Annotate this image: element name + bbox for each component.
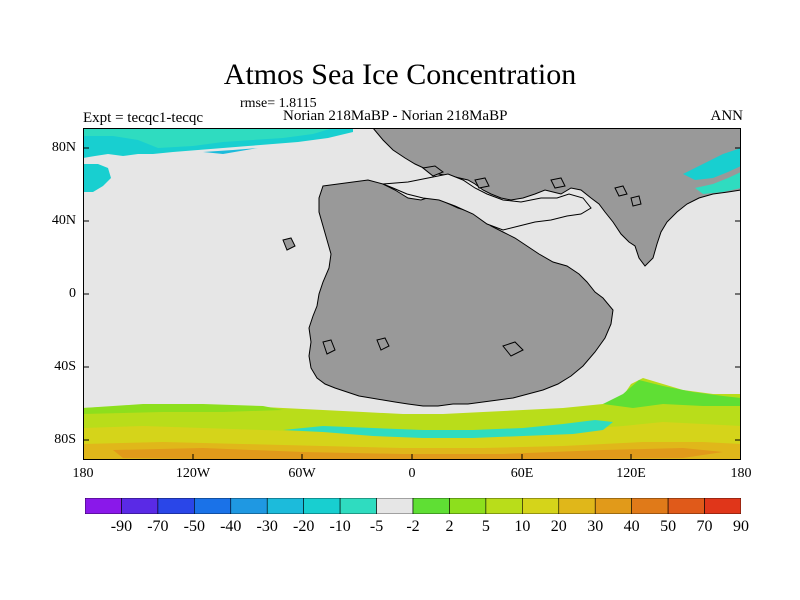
colorbar-swatch	[230, 498, 268, 514]
colorbar-label: -2	[406, 518, 420, 535]
colorbar-swatch	[412, 498, 450, 514]
colorbar-label: -5	[369, 518, 384, 535]
colorbar-label: 30	[587, 518, 604, 535]
north-anomaly-west-outer	[83, 128, 353, 158]
lon-label-120e: 120E	[616, 466, 646, 481]
north-anomaly-east-outer	[695, 172, 741, 194]
colorbar-swatch	[558, 498, 596, 514]
colorbar-label: 90	[733, 518, 749, 535]
lon-label-180w: 180	[72, 466, 94, 481]
map-frame	[83, 128, 741, 460]
colorbar-label: -70	[147, 518, 169, 535]
colorbar-label: -10	[329, 518, 351, 535]
colorbar-swatch	[266, 498, 304, 514]
colorbar-label: 5	[481, 518, 490, 535]
south-anomaly-peak	[113, 448, 723, 460]
colorbar-swatch	[85, 498, 122, 514]
colorbar-swatch	[121, 498, 159, 514]
south-coastal-anomaly	[283, 420, 613, 438]
colorbar-swatch	[157, 498, 195, 514]
colorbar-label: -50	[183, 518, 205, 535]
plot-title: Atmos Sea Ice Concentration	[223, 58, 577, 91]
lon-label-60e: 60E	[510, 466, 534, 481]
colorbar-label: 70	[696, 518, 713, 535]
lon-label-120w: 120W	[175, 466, 211, 481]
colorbar-label: -40	[220, 518, 242, 535]
colorbar-label: 2	[445, 518, 454, 535]
colorbar	[85, 498, 741, 514]
season-label: ANN	[710, 108, 744, 124]
colorbar-label: 20	[550, 518, 567, 535]
colorbar-swatch	[485, 498, 523, 514]
lat-label-80n: 80N	[51, 140, 76, 155]
experiment-label: Expt = tecqc1-tecqc	[83, 110, 204, 126]
lon-label-0: 0	[408, 466, 416, 481]
colorbar-swatch	[303, 498, 341, 514]
colorbar-label: 10	[514, 518, 531, 535]
colorbar-swatch	[594, 498, 632, 514]
lat-label-0: 0	[69, 286, 76, 301]
colorbar-label: -30	[256, 518, 278, 535]
inner-sea	[382, 173, 592, 231]
lat-label-40n: 40N	[51, 213, 76, 228]
colorbar-swatch	[194, 498, 232, 514]
south-anomaly-west-edge	[83, 404, 283, 414]
colorbar-swatch	[449, 498, 487, 514]
colorbar-swatch	[339, 498, 377, 514]
colorbar-swatch	[667, 498, 705, 514]
colorbar-label: 50	[660, 518, 677, 535]
north-anomaly-east	[683, 148, 741, 180]
sea-ice-map	[83, 128, 741, 460]
colorbar-swatch	[522, 498, 560, 514]
colorbar-label: -90	[110, 518, 133, 535]
lon-label-60w: 60W	[288, 466, 316, 481]
lat-label-40s: 40S	[54, 359, 76, 374]
lat-label-80s: 80S	[54, 432, 76, 447]
colorbar-swatch	[631, 498, 669, 514]
north-anomaly-west-patch	[83, 164, 111, 192]
lon-label-180e: 180	[730, 466, 752, 481]
colorbar-swatch	[376, 498, 414, 514]
islands	[282, 165, 642, 357]
subtitle: Norian 218MaBP - Norian 218MaBP	[283, 108, 508, 124]
north-anomaly-west-core	[203, 148, 258, 154]
south-anomaly-east-edge	[603, 380, 741, 408]
rmse-label: rmse= 1.8115	[240, 96, 317, 111]
colorbar-label: 40	[623, 518, 640, 535]
colorbar-swatch	[704, 498, 741, 514]
colorbar-label: -20	[292, 518, 315, 535]
